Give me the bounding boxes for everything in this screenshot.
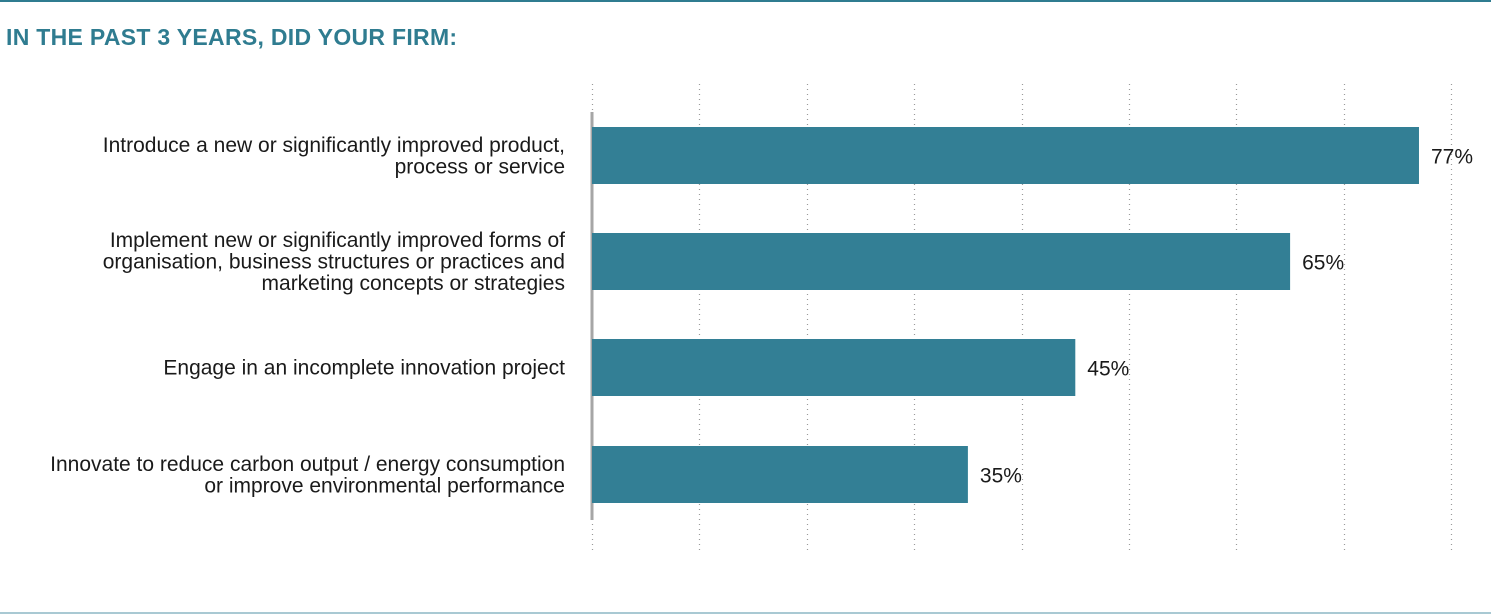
bar-layer <box>592 127 1419 503</box>
chart-title: IN THE PAST 3 YEARS, DID YOUR FIRM: <box>6 24 458 50</box>
value-label: 45% <box>1087 358 1129 381</box>
bar <box>592 127 1419 184</box>
category-label-line: Engage in an incomplete innovation proje… <box>163 357 565 380</box>
value-label: 35% <box>980 465 1022 488</box>
category-label: Introduce a new or significantly improve… <box>103 134 565 179</box>
bar <box>592 233 1291 290</box>
bar <box>592 446 968 503</box>
category-label: Engage in an incomplete innovation proje… <box>163 357 565 380</box>
bar <box>592 339 1076 396</box>
category-label-line: Innovate to reduce carbon output / energ… <box>50 453 565 476</box>
category-label-line: marketing concepts or strategies <box>262 272 565 295</box>
category-label-line: Introduce a new or significantly improve… <box>103 134 565 157</box>
label-layer: 77% Introduce a new or significantly impr… <box>50 134 1473 498</box>
value-label: 65% <box>1302 252 1344 275</box>
category-label-line: or improve environmental performance <box>204 474 565 497</box>
category-label-line: Implement new or significantly improved … <box>110 229 565 252</box>
category-label-line: organisation, business structures or pra… <box>103 251 565 274</box>
category-label: Innovate to reduce carbon output / energ… <box>50 453 565 498</box>
bottom-rule <box>0 612 1491 614</box>
category-label: Implement new or significantly improved … <box>103 229 565 295</box>
top-rule <box>0 0 1491 2</box>
category-label-line: process or service <box>395 155 565 178</box>
value-label: 77% <box>1431 146 1473 169</box>
